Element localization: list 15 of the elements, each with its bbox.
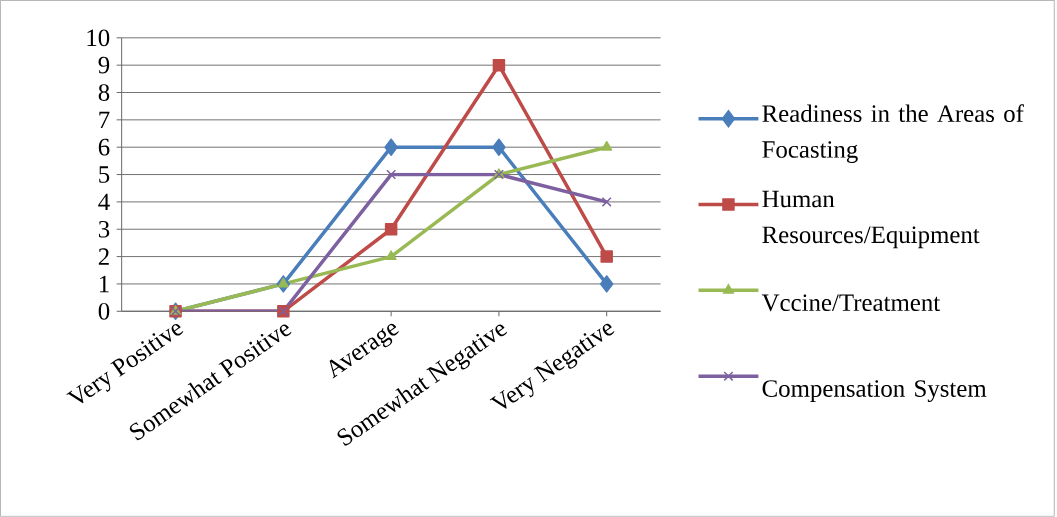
legend-label: Compensation System — [762, 380, 987, 403]
y-tick-label: 3 — [98, 221, 110, 238]
y-tick-label: 6 — [98, 138, 110, 156]
y-tick-label: 4 — [98, 193, 110, 211]
legend-label: Vccine/Treatment — [761, 294, 941, 312]
y-tick-label: 2 — [98, 248, 109, 265]
y-tick-label: 1 — [99, 275, 109, 293]
y-tick-label: 8 — [98, 84, 110, 102]
y-tick-label: 9 — [98, 56, 110, 74]
y-tick-label: 0 — [98, 303, 110, 320]
legend-label: Readiness in the Areas of Focasting — [762, 104, 1024, 164]
y-tick-label: 7 — [99, 111, 110, 129]
y-tick-label: 5 — [99, 166, 110, 183]
y-tick-label: 10 — [87, 29, 110, 47]
legend-label: Human Resources/Equipment — [762, 190, 980, 249]
